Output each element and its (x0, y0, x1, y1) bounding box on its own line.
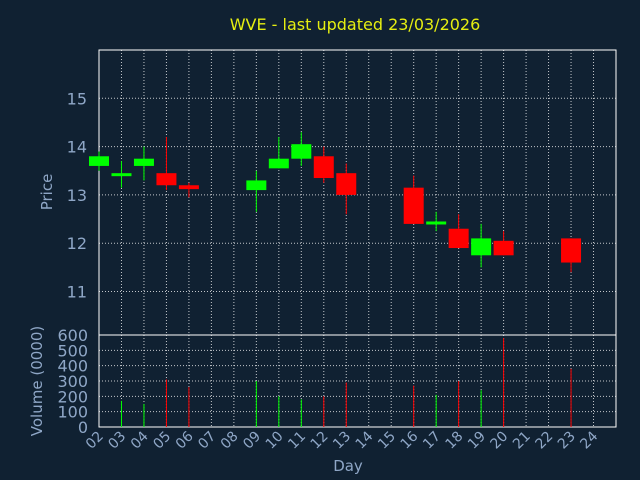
x-tick-label: 16 (398, 428, 422, 452)
candle-body (493, 240, 514, 256)
x-tick-label: 07 (195, 429, 219, 453)
candle-body (156, 173, 177, 186)
x-tick-label: 08 (218, 429, 242, 453)
candle-body (336, 173, 357, 195)
volume-tick-label: 300 (57, 372, 88, 391)
volume-tick-label: 600 (57, 326, 88, 345)
x-tick-label: 13 (330, 429, 354, 453)
candle-body (313, 156, 334, 179)
x-tick-label: 21 (510, 429, 534, 453)
price-panel: 11 12 13 14 15 (67, 49, 617, 336)
x-tick-label: 23 (555, 429, 579, 453)
candle-body (133, 158, 154, 166)
x-tick-label: 03 (105, 429, 129, 453)
candle-body (471, 238, 492, 256)
x-tick-label: 10 (263, 429, 287, 453)
x-tick-label: 18 (443, 429, 467, 453)
candle-body (89, 156, 109, 166)
x-axis-label: Day (333, 457, 363, 475)
x-tick-label: 14 (353, 428, 377, 452)
price-tick-label: 15 (67, 89, 87, 108)
x-tick-label: 04 (128, 428, 152, 452)
candle-body (448, 228, 469, 249)
candle-body (246, 180, 267, 191)
x-tick-label: 06 (173, 428, 197, 452)
x-tick-label: 20 (488, 429, 512, 453)
price-axis-label: Price (38, 174, 56, 211)
volume-tick-label: 500 (57, 341, 88, 360)
x-tick-label: 09 (240, 429, 264, 453)
price-frame (98, 49, 617, 336)
candle-body (426, 221, 447, 225)
volume-tick-label: 100 (57, 403, 88, 422)
volume-tick-label: 200 (57, 387, 88, 406)
price-tick-label: 12 (67, 234, 87, 253)
x-tick-label: 11 (285, 429, 309, 453)
x-axis: 0203040506070809101112131415161718192021… (83, 428, 601, 452)
x-tick-label: 22 (532, 429, 556, 453)
x-tick-label: 17 (420, 429, 444, 453)
candle-body (403, 187, 424, 224)
volume-frame (98, 334, 617, 428)
candle-body (178, 185, 199, 190)
x-tick-label: 05 (150, 429, 174, 453)
price-tick-label: 13 (67, 186, 87, 205)
candle-body (561, 238, 582, 263)
chart-title: WVE - last updated 23/03/2026 (230, 15, 481, 34)
volume-tick-label: 0 (78, 418, 88, 437)
candle-body (111, 173, 132, 177)
x-tick-label: 24 (577, 428, 601, 452)
candle-body (291, 144, 312, 159)
x-tick-label: 12 (308, 429, 332, 453)
volume-axis-label: Volume (0000) (28, 326, 46, 436)
price-tick-label: 14 (67, 138, 87, 157)
volume-tick-label: 400 (57, 357, 88, 376)
x-tick-label: 19 (465, 429, 489, 453)
candle-body (268, 158, 289, 169)
x-tick-label: 15 (375, 429, 399, 453)
price-tick-label: 11 (67, 283, 87, 302)
